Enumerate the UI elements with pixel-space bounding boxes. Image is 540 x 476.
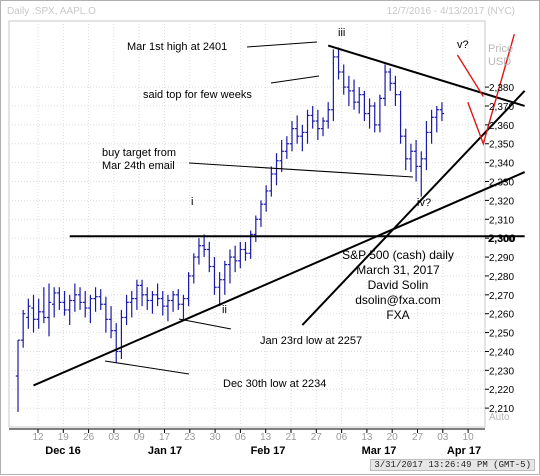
projection-path (467, 34, 515, 146)
month-label: Jan 17 (148, 445, 182, 457)
month-label: Mar 17 (362, 445, 397, 457)
x-tick-label: 23 (184, 432, 196, 443)
annotation-top: said top for few weeks (143, 89, 252, 101)
x-tick-label: 12 (32, 432, 44, 443)
x-tick-label: 27 (412, 432, 424, 443)
trendline (327, 44, 525, 107)
y-tick-label: 2,250 (489, 329, 514, 340)
projection-path-alt (456, 54, 484, 97)
y-tick-label: 2,230 (489, 366, 514, 377)
wave-label-iv: iv? (417, 197, 431, 209)
x-axis: 12 19 26 03 09 17 23 30 06 13 21 27 06 13 20 27 03 10 Dec … (9, 428, 485, 457)
annotation-buy-target-2: Mar 24th email (102, 160, 175, 172)
annotation-jan23-low: Jan 23rd low at 2257 (260, 335, 362, 347)
y-tick-label: 2,330 (489, 178, 514, 189)
highlight-tick-label: 2,300 (488, 233, 516, 245)
annotation-dec30-low: Dec 30th low at 2234 (223, 378, 326, 390)
timestamp-readout: 3/31/2017 13:26:49 PM (GMT-5) (370, 459, 535, 471)
y-tick-label: 2,360 (489, 121, 514, 132)
info-line: David Solin (368, 278, 429, 292)
leader-line (104, 360, 190, 375)
y-tick-label: 2,350 (489, 140, 514, 151)
x-tick-label: 27 (311, 432, 323, 443)
auto-scale-label: Auto (489, 412, 510, 423)
month-label: Dec 16 (45, 445, 80, 457)
trendlines (33, 34, 526, 387)
y-tick-label: 2,290 (489, 253, 514, 264)
axis-title-usd: USD (488, 56, 511, 68)
wave-label-ii: ii (222, 304, 227, 316)
y-tick-label: 2,380 (489, 83, 514, 94)
x-tick-label: 20 (387, 432, 399, 443)
y-tick-label: 2,220 (489, 385, 514, 396)
annotation-buy-target-1: buy target from (102, 147, 176, 159)
y-tick-label: 2,280 (489, 272, 514, 283)
month-label: Apr 17 (447, 445, 481, 457)
info-line: S&P 500 (cash) daily (342, 248, 454, 262)
x-tick-label: 13 (361, 432, 373, 443)
trendline (33, 171, 526, 387)
x-tick-label: 03 (437, 432, 449, 443)
x-tick-label: 30 (210, 432, 222, 443)
y-tick-label: 2,260 (489, 310, 514, 321)
y-tick-label: 2,340 (489, 159, 514, 170)
leader-line (270, 75, 320, 84)
y-tick-label: 2,310 (489, 215, 514, 226)
axis-title-price: Price (488, 43, 513, 55)
y-tick-label: 2,320 (489, 196, 514, 207)
y-tick-label: 2,270 (489, 291, 514, 302)
x-tick-label: 17 (159, 432, 171, 443)
x-tick-label: 21 (285, 432, 297, 443)
wave-label-v: v? (457, 39, 469, 51)
x-tick-label: 13 (260, 432, 272, 443)
leader-line (246, 41, 318, 48)
y-tick-label: 2,240 (489, 347, 514, 358)
info-line: March 31, 2017 (356, 263, 440, 277)
annotation-mar1-high: Mar 1st high at 2401 (127, 41, 227, 53)
chart-header-left: Daily .SPX, AAPL.O (7, 6, 96, 17)
y-tick-label: 2,300 (489, 234, 514, 245)
info-line: FXA (386, 308, 409, 322)
y-tick-label: 2,370 (489, 102, 514, 113)
x-tick-label: 06 (336, 432, 348, 443)
wave-label-iii: iii (338, 27, 345, 39)
wave-label-i: i (191, 196, 193, 208)
annotation-leaders (104, 41, 414, 375)
x-tick-label: 09 (134, 432, 146, 443)
x-tick-label: 26 (83, 432, 95, 443)
x-tick-label: 06 (235, 432, 247, 443)
info-line: dsolin@fxa.com (355, 293, 441, 307)
leader-line (178, 318, 232, 330)
x-tick-label: 10 (463, 432, 475, 443)
leader-line (188, 162, 414, 178)
annotation-labels: Mar 1st high at 2401 said top for few wee… (102, 27, 469, 390)
ohlc-bars (15, 47, 445, 412)
chart-header-right: 12/7/2016 - 4/13/2017 (NYC) (386, 6, 515, 17)
x-tick-label: 03 (108, 432, 120, 443)
month-label: Feb 17 (251, 445, 286, 457)
x-tick-label: 19 (58, 432, 70, 443)
y-tick-label: 2,210 (489, 404, 514, 415)
